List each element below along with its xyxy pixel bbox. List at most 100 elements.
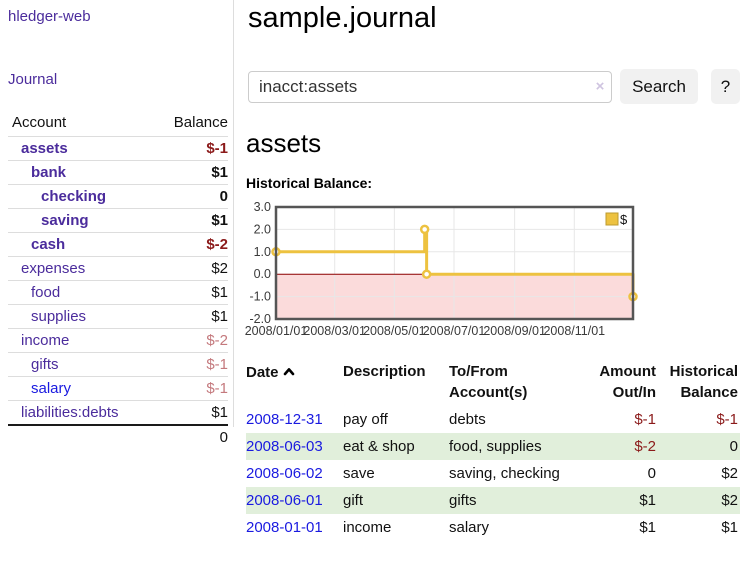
search-button[interactable]: Search bbox=[620, 69, 698, 104]
transaction-row[interactable]: 2008-06-01 gift gifts $1 $2 bbox=[246, 487, 740, 514]
account-link[interactable]: food bbox=[31, 284, 61, 301]
transaction-amount: $-2 bbox=[634, 438, 656, 455]
balance-column-header: Balance bbox=[173, 114, 228, 131]
account-balance: $1 bbox=[211, 212, 228, 229]
account-balance: $-2 bbox=[206, 236, 228, 253]
transaction-accounts: debts bbox=[449, 411, 486, 428]
account-balance: 0 bbox=[219, 188, 228, 205]
svg-text:-2.0: -2.0 bbox=[249, 312, 271, 326]
svg-text:$: $ bbox=[620, 212, 628, 227]
transaction-date-link[interactable]: 2008-12-31 bbox=[246, 411, 323, 428]
account-row: bank $1 bbox=[8, 160, 228, 184]
account-heading: assets bbox=[246, 128, 322, 158]
transaction-amount: $-1 bbox=[634, 411, 656, 428]
account-column-header: Account bbox=[12, 114, 67, 131]
account-row: saving $1 bbox=[8, 208, 228, 232]
account-link[interactable]: supplies bbox=[31, 308, 87, 325]
account-balance: $1 bbox=[211, 284, 228, 301]
accounts-total-row: 0 bbox=[8, 424, 228, 449]
transaction-accounts: salary bbox=[449, 519, 490, 536]
account-link[interactable]: expenses bbox=[21, 260, 86, 277]
transaction-description: save bbox=[343, 465, 375, 482]
account-row: salary $-1 bbox=[8, 376, 228, 400]
transaction-description: eat & shop bbox=[343, 438, 415, 455]
register-header: Date Description To/From Account(s) Amou… bbox=[246, 361, 740, 406]
svg-text:0.0: 0.0 bbox=[254, 267, 271, 281]
transaction-accounts: food, supplies bbox=[449, 438, 542, 455]
account-row: supplies $1 bbox=[8, 304, 228, 328]
help-button[interactable]: ? bbox=[711, 69, 740, 104]
transaction-row[interactable]: 2008-12-31 pay off debts $-1 $-1 bbox=[246, 406, 740, 433]
account-row: expenses $2 bbox=[8, 256, 228, 280]
account-link[interactable]: assets bbox=[21, 140, 68, 157]
account-balance: $1 bbox=[211, 164, 228, 181]
sidebar-item-journal[interactable]: Journal bbox=[8, 71, 58, 88]
svg-text:2008/01/01: 2008/01/01 bbox=[245, 324, 308, 338]
transaction-date-link[interactable]: 2008-06-01 bbox=[246, 492, 323, 509]
account-balance: $2 bbox=[211, 260, 228, 277]
date-column-header[interactable]: Date bbox=[246, 361, 343, 403]
register-rows: 2008-12-31 pay off debts $-1 $-1 2008-06… bbox=[246, 406, 740, 541]
clear-search-icon[interactable]: × bbox=[595, 78, 605, 95]
svg-text:2008/05/01: 2008/05/01 bbox=[363, 324, 426, 338]
account-link[interactable]: saving bbox=[41, 212, 89, 229]
account-row: food $1 bbox=[8, 280, 228, 304]
transaction-balance: $2 bbox=[721, 465, 738, 482]
transaction-date-link[interactable]: 2008-01-01 bbox=[246, 519, 323, 536]
account-link[interactable]: bank bbox=[31, 164, 67, 181]
transaction-description: gift bbox=[343, 492, 364, 509]
svg-text:2008/03/01: 2008/03/01 bbox=[303, 324, 366, 338]
svg-text:-1.0: -1.0 bbox=[249, 290, 271, 304]
account-balance: $1 bbox=[211, 404, 228, 421]
accounts-list: assets $-1 bank $1 checking 0 saving $1 bbox=[8, 136, 228, 424]
account-row: income $-2 bbox=[8, 328, 228, 352]
transaction-row[interactable]: 2008-06-03 eat & shop food, supplies $-2… bbox=[246, 433, 740, 460]
sort-ascending-icon bbox=[283, 361, 295, 382]
transaction-accounts: gifts bbox=[449, 492, 477, 509]
transaction-accounts: saving, checking bbox=[449, 465, 560, 482]
historical-balance-chart: $3.0 2.0 1.0 0.0 -1.0 -2.02008/01/012008/03/0… bbox=[245, 200, 638, 338]
account-balance: $-1 bbox=[206, 380, 228, 397]
account-link[interactable]: salary bbox=[31, 380, 72, 397]
transaction-date-link[interactable]: 2008-06-03 bbox=[246, 438, 323, 455]
chart-container: $3.0 2.0 1.0 0.0 -1.0 -2.0 2008/01/01 2008/03/0… bbox=[240, 200, 644, 345]
chart-heading: Historical Balance: bbox=[246, 175, 373, 191]
account-balance: $-1 bbox=[206, 356, 228, 373]
account-link[interactable]: checking bbox=[41, 188, 107, 205]
svg-text:1.0: 1.0 bbox=[254, 245, 271, 259]
account-link[interactable]: gifts bbox=[31, 356, 59, 373]
transaction-date-link[interactable]: 2008-06-02 bbox=[246, 465, 323, 482]
search-input[interactable] bbox=[248, 71, 612, 103]
account-link[interactable]: liabilities:debts bbox=[21, 404, 119, 421]
account-link[interactable]: cash bbox=[31, 236, 66, 253]
sidebar: hledger-web Journal Account Balance asse… bbox=[0, 0, 233, 582]
svg-text:3.0: 3.0 bbox=[254, 200, 271, 214]
account-row: gifts $-1 bbox=[8, 352, 228, 376]
account-balance: $1 bbox=[211, 308, 228, 325]
app-title-link[interactable]: hledger-web bbox=[8, 8, 91, 25]
accounts-table: Account Balance assets $-1 bank $1 check… bbox=[8, 110, 228, 449]
transaction-amount: $1 bbox=[639, 492, 656, 509]
svg-text:2008/11/01: 2008/11/01 bbox=[543, 324, 605, 338]
svg-text:2008/09/01: 2008/09/01 bbox=[483, 324, 546, 338]
accounts-table-header: Account Balance bbox=[8, 110, 228, 136]
transaction-balance: $-1 bbox=[716, 411, 738, 428]
account-row: liabilities:debts $1 bbox=[8, 400, 228, 424]
transaction-amount: $1 bbox=[639, 519, 656, 536]
svg-text:2008/07/01: 2008/07/01 bbox=[423, 324, 486, 338]
svg-text:2.0: 2.0 bbox=[254, 222, 271, 236]
sidebar-divider bbox=[233, 0, 234, 427]
amount-column-header: Amount Out/In bbox=[599, 363, 656, 401]
balance-column-header-main: Historical Balance bbox=[669, 363, 738, 401]
transaction-balance: $2 bbox=[721, 492, 738, 509]
transaction-row[interactable]: 2008-01-01 income salary $1 $1 bbox=[246, 514, 740, 541]
account-link[interactable]: income bbox=[21, 332, 70, 349]
transaction-balance: 0 bbox=[729, 438, 738, 455]
description-column-header: Description bbox=[343, 363, 426, 380]
transaction-row[interactable]: 2008-06-02 save saving, checking 0 $2 bbox=[246, 460, 740, 487]
page-title: sample.journal bbox=[248, 2, 437, 34]
account-balance: $-1 bbox=[206, 140, 228, 157]
transaction-description: pay off bbox=[343, 411, 388, 428]
account-balance: $-2 bbox=[206, 332, 228, 349]
accounts-total-value: 0 bbox=[219, 429, 228, 446]
